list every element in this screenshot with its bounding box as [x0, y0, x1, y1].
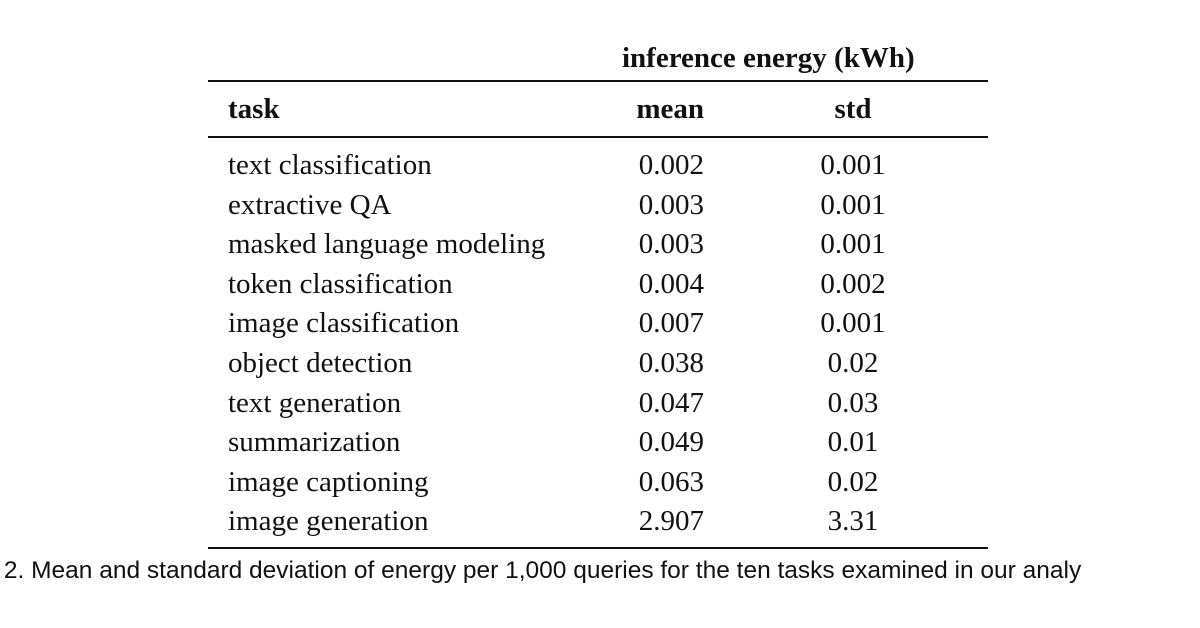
column-header-mean: mean — [636, 93, 704, 125]
cell-task: token classification — [228, 267, 453, 300]
cell-task: summarization — [228, 426, 401, 459]
table-row: image classification 0.007 0.001 — [0, 306, 1200, 346]
cell-mean: 0.003 — [638, 188, 704, 221]
cell-mean: 0.004 — [638, 267, 704, 300]
cell-task: text classification — [228, 149, 432, 181]
cell-std: 0.001 — [820, 149, 886, 181]
cell-std: 0.02 — [827, 346, 879, 379]
cell-mean: 0.049 — [638, 426, 704, 459]
column-group-header: inference energy (kWh) — [622, 42, 915, 74]
cell-mean: 0.047 — [638, 386, 704, 419]
cell-std: 0.001 — [820, 307, 886, 340]
table-row: image captioning 0.063 0.02 — [0, 465, 1200, 505]
cell-std: 0.03 — [827, 386, 879, 419]
cell-mean: 0.063 — [638, 465, 704, 498]
cell-task: masked language modeling — [228, 228, 546, 261]
cell-std: 3.31 — [827, 505, 879, 538]
cell-mean: 0.038 — [638, 346, 704, 379]
table-row: token classification 0.004 0.002 — [0, 267, 1200, 307]
cell-std: 0.001 — [820, 188, 886, 221]
cell-std: 0.01 — [827, 426, 879, 459]
cell-std: 0.02 — [827, 465, 879, 498]
table-row: summarization 0.049 0.01 — [0, 425, 1200, 465]
table-row: object detection 0.038 0.02 — [0, 346, 1200, 386]
table-row: text generation 0.047 0.03 — [0, 386, 1200, 426]
cell-task: object detection — [228, 346, 413, 379]
cell-mean: 2.907 — [638, 505, 704, 538]
cell-mean: 0.007 — [638, 307, 704, 340]
cell-mean: 0.003 — [638, 228, 704, 261]
cell-task: extractive QA — [228, 188, 392, 221]
cell-task: image classification — [228, 307, 460, 340]
table-body: text classification 0.002 0.001 extractive … — [0, 148, 1200, 544]
table-row: extractive QA 0.003 0.001 — [0, 188, 1200, 228]
cell-std: 0.001 — [820, 228, 886, 261]
table-row: image generation 2.907 3.31 — [0, 504, 1200, 544]
table-header-rule — [208, 136, 988, 138]
cell-std: 0.002 — [820, 267, 886, 300]
cell-mean: 0.002 — [638, 149, 704, 181]
table-bottom-rule — [208, 547, 988, 549]
cell-task: text generation — [228, 386, 402, 419]
table-row: masked language modeling 0.003 0.001 — [0, 227, 1200, 267]
cell-task: image generation — [228, 505, 429, 538]
table-top-rule — [208, 80, 988, 82]
column-header-std: std — [834, 93, 872, 125]
table-caption: le 2. Mean and standard deviation of ene… — [0, 557, 1082, 584]
column-header-task: task — [228, 93, 280, 125]
table-row: text classification 0.002 0.001 — [0, 148, 1200, 188]
cell-task: image captioning — [228, 465, 429, 498]
